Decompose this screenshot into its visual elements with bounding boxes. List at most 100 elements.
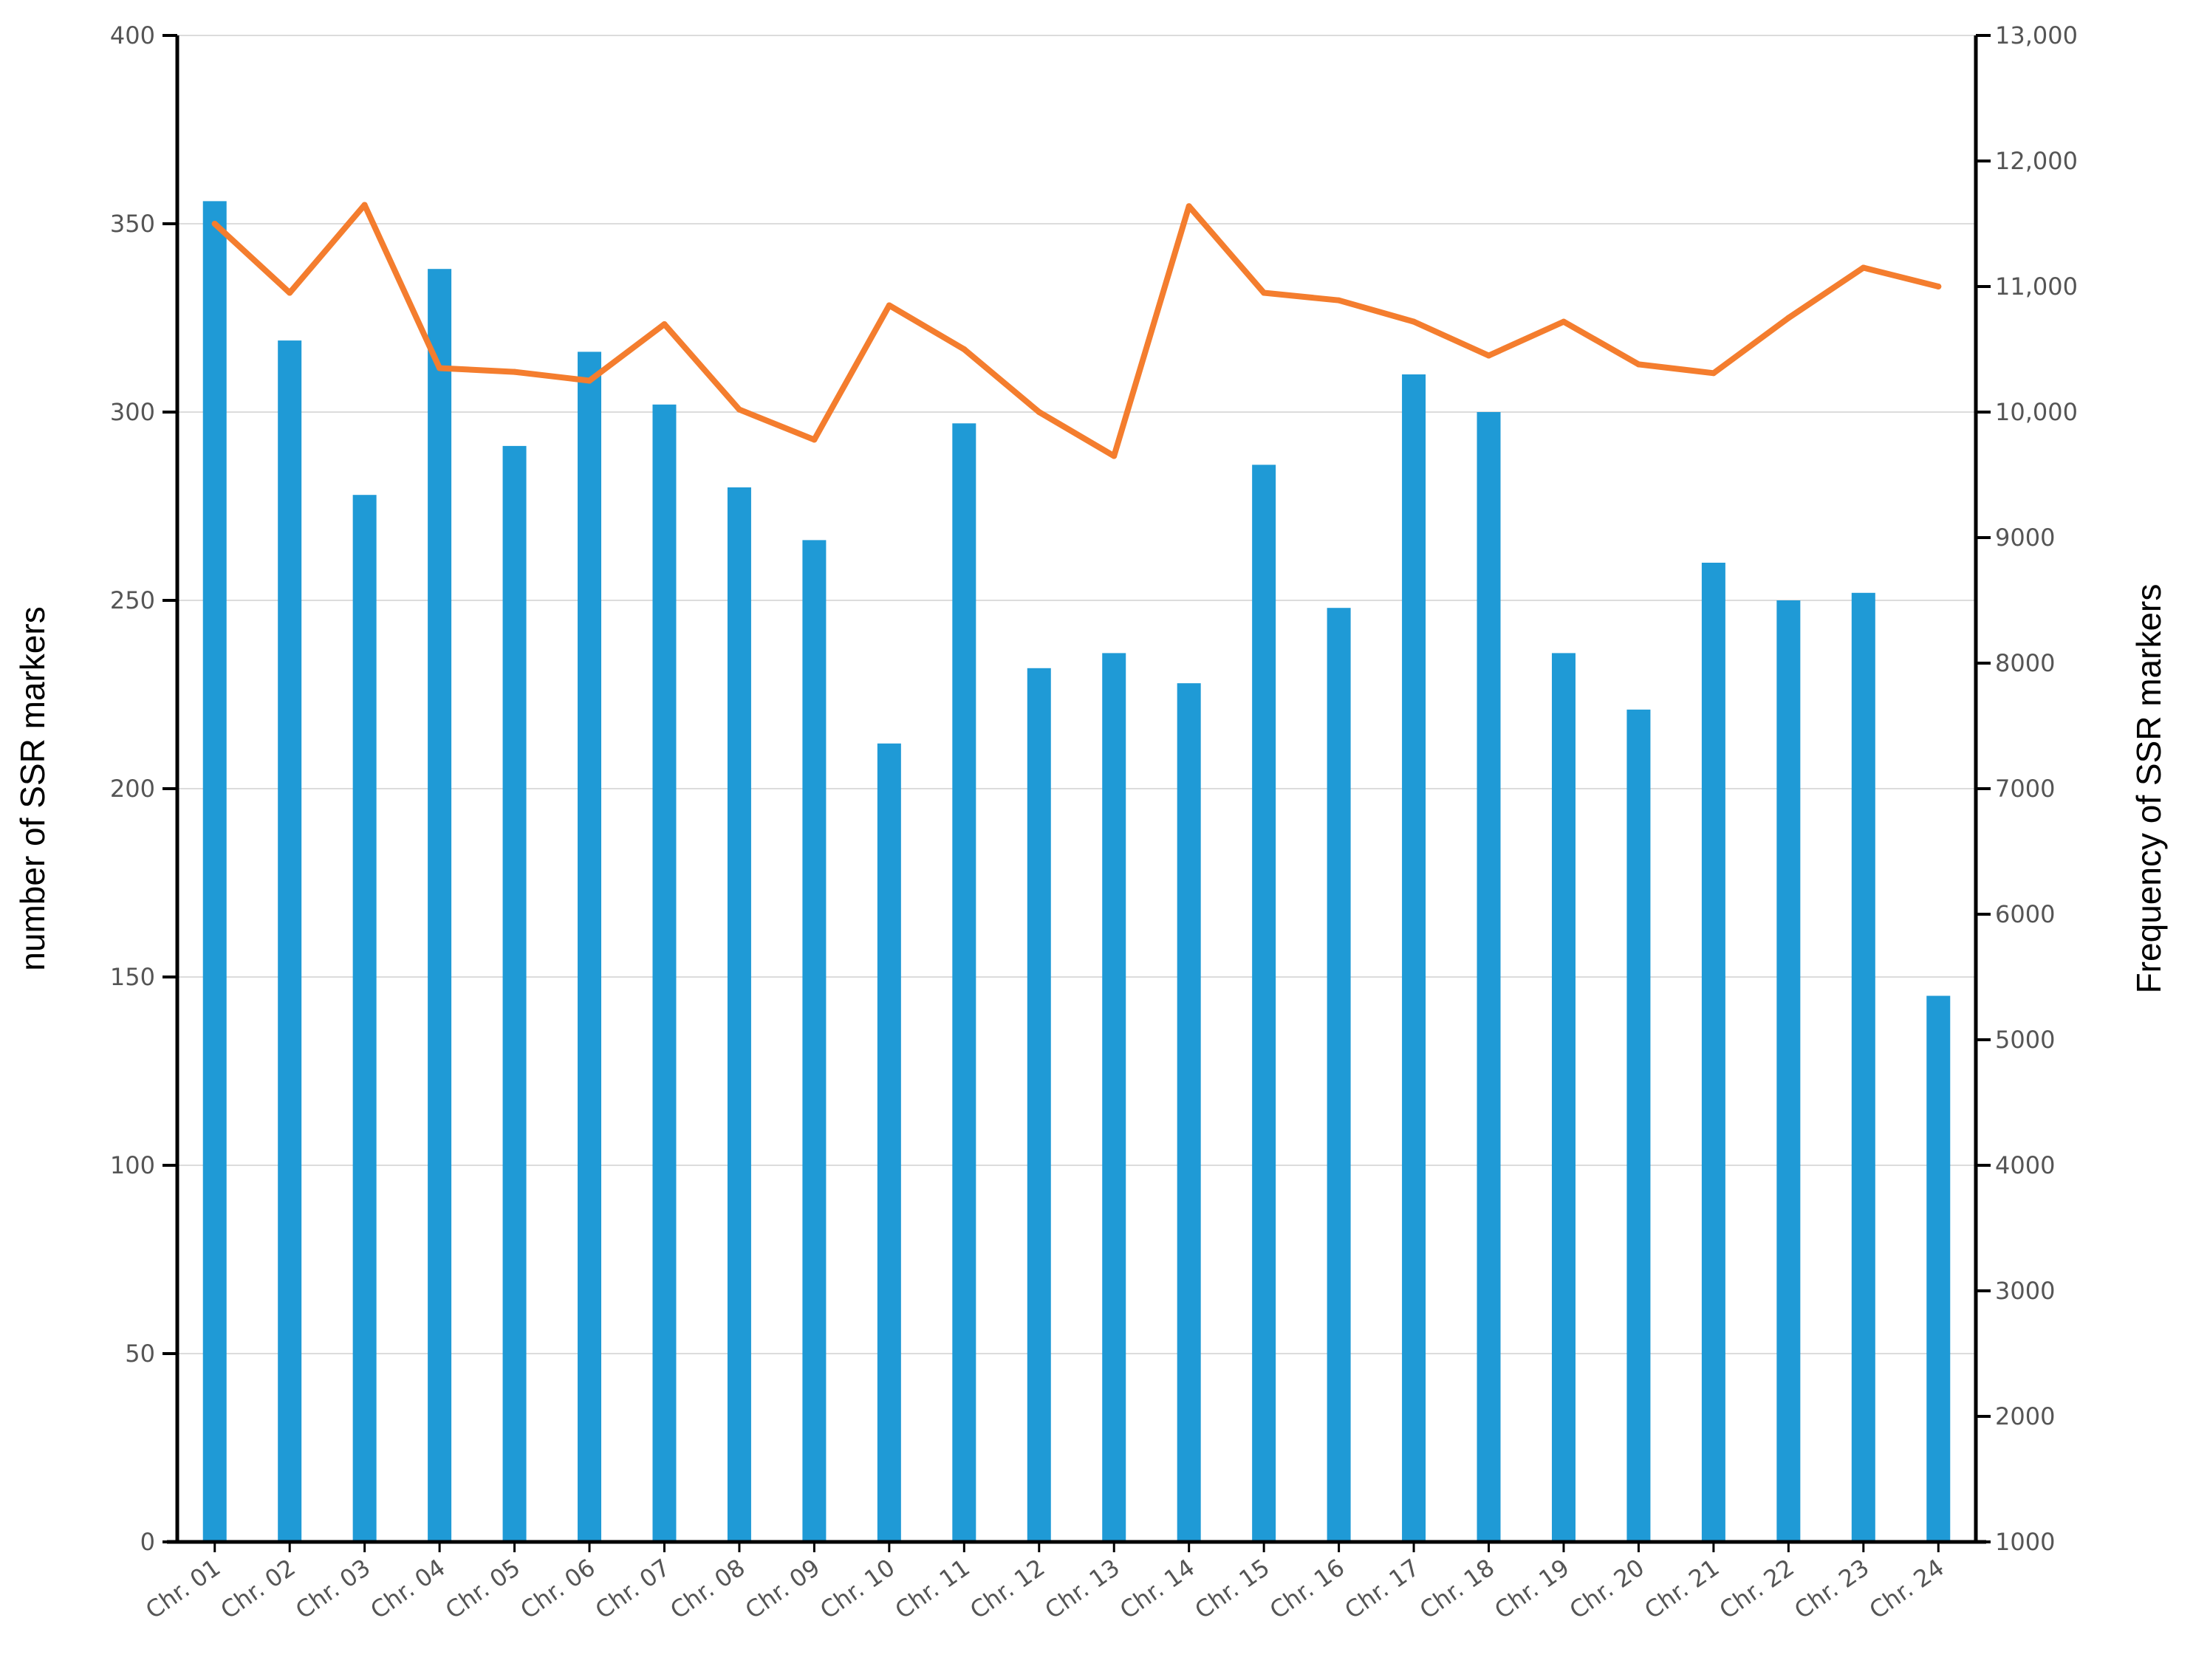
line-point bbox=[736, 406, 742, 413]
bar bbox=[952, 423, 976, 1542]
right-tick-label: 13,000 bbox=[1995, 21, 2078, 49]
x-tick-label: Chr. 21 bbox=[1639, 1553, 1724, 1624]
line-point bbox=[886, 302, 892, 309]
line-point bbox=[1710, 370, 1717, 377]
bar bbox=[428, 269, 452, 1543]
right-tick-label: 12,000 bbox=[1995, 147, 2078, 175]
line-point bbox=[511, 368, 518, 375]
bar bbox=[578, 352, 602, 1542]
x-tick-label: Chr. 12 bbox=[965, 1553, 1050, 1624]
right-tick-label: 8000 bbox=[1995, 649, 2055, 677]
right-tick-label: 6000 bbox=[1995, 900, 2055, 928]
x-tick-label: Chr. 02 bbox=[216, 1553, 301, 1624]
x-tick-label: Chr. 01 bbox=[140, 1553, 225, 1624]
bar bbox=[1701, 563, 1725, 1542]
bar bbox=[652, 404, 677, 1542]
line-point bbox=[1635, 361, 1642, 368]
right-tick-label: 4000 bbox=[1995, 1151, 2055, 1179]
x-tick-label: Chr. 17 bbox=[1340, 1553, 1425, 1624]
right-tick-label: 1000 bbox=[1995, 1528, 2055, 1556]
line-point bbox=[361, 202, 368, 208]
bar bbox=[1252, 464, 1276, 1542]
right-tick-label: 9000 bbox=[1995, 524, 2055, 552]
bar bbox=[278, 340, 302, 1543]
line-point bbox=[1036, 409, 1042, 415]
line-point bbox=[287, 289, 293, 296]
gridlines bbox=[177, 35, 1976, 1354]
bar bbox=[877, 743, 901, 1542]
left-tick-label: 300 bbox=[110, 398, 155, 426]
bar bbox=[1926, 995, 1951, 1542]
x-tick-label: Chr. 08 bbox=[665, 1553, 750, 1624]
left-tick-label: 0 bbox=[140, 1528, 155, 1556]
left-tick-label: 400 bbox=[110, 21, 155, 49]
left-tick-label: 350 bbox=[110, 210, 155, 238]
line-point bbox=[961, 346, 968, 352]
x-tick-label: Chr. 22 bbox=[1714, 1553, 1799, 1624]
line-point bbox=[1186, 203, 1192, 210]
line-point bbox=[1560, 318, 1567, 325]
axes bbox=[162, 34, 1991, 1552]
x-tick-label: Chr. 10 bbox=[815, 1553, 900, 1624]
line-point bbox=[661, 321, 668, 327]
left-tick-label: 250 bbox=[110, 586, 155, 614]
bar bbox=[1177, 683, 1201, 1543]
x-tick-label: Chr. 04 bbox=[366, 1553, 451, 1624]
right-tick-label: 11,000 bbox=[1995, 272, 2078, 301]
line-point bbox=[1935, 284, 1942, 289]
bar bbox=[1327, 608, 1351, 1543]
x-tick-label: Chr. 16 bbox=[1265, 1553, 1349, 1624]
bar bbox=[1551, 653, 1576, 1542]
line-point bbox=[586, 377, 593, 384]
right-tick-label: 3000 bbox=[1995, 1277, 2055, 1305]
line-point bbox=[811, 436, 818, 443]
x-tick-label: Chr. 06 bbox=[516, 1553, 601, 1624]
bar bbox=[1776, 600, 1801, 1542]
x-tick-label: Chr. 13 bbox=[1040, 1553, 1125, 1624]
bar bbox=[502, 445, 527, 1542]
y2-axis-title: Frequency of SSR markers bbox=[2129, 584, 2168, 994]
line-point bbox=[211, 221, 218, 227]
line-point bbox=[1860, 264, 1867, 271]
line-point bbox=[1785, 315, 1792, 321]
x-tick-label: Chr. 14 bbox=[1115, 1553, 1200, 1624]
bar bbox=[352, 495, 377, 1543]
line-point bbox=[1261, 289, 1267, 296]
bar bbox=[1027, 668, 1051, 1542]
x-tick-label: Chr. 11 bbox=[890, 1553, 975, 1624]
y-axis-title: number of SSR markers bbox=[13, 606, 52, 970]
bar bbox=[1626, 709, 1651, 1542]
bar bbox=[1102, 653, 1126, 1542]
bar bbox=[1402, 374, 1426, 1542]
x-tick-label: Chr. 19 bbox=[1489, 1553, 1574, 1624]
line-point bbox=[1335, 297, 1342, 304]
x-tick-label: Chr. 18 bbox=[1414, 1553, 1499, 1624]
bar-series bbox=[202, 201, 1951, 1543]
right-tick-label: 2000 bbox=[1995, 1402, 2055, 1430]
line-series bbox=[211, 202, 1942, 459]
line-point bbox=[1411, 318, 1417, 325]
x-tick-label: Chr. 07 bbox=[590, 1553, 675, 1624]
left-tick-label: 100 bbox=[110, 1151, 155, 1179]
left-tick-label: 50 bbox=[125, 1340, 155, 1368]
x-tick-label: Chr. 05 bbox=[440, 1553, 525, 1624]
x-tick-label: Chr. 23 bbox=[1789, 1553, 1874, 1624]
bar bbox=[1851, 592, 1875, 1542]
x-tick-label: Chr. 24 bbox=[1864, 1553, 1949, 1624]
left-tick-label: 150 bbox=[110, 963, 155, 991]
x-tick-label: Chr. 15 bbox=[1190, 1553, 1275, 1624]
bar bbox=[1477, 412, 1501, 1542]
line-point bbox=[1485, 352, 1492, 359]
line-point bbox=[1111, 453, 1118, 459]
right-tick-label: 7000 bbox=[1995, 775, 2055, 803]
left-tick-label: 200 bbox=[110, 775, 155, 803]
line-point bbox=[437, 365, 443, 371]
bar bbox=[727, 487, 751, 1542]
x-tick-label: Chr. 20 bbox=[1564, 1553, 1649, 1624]
bar bbox=[202, 201, 227, 1542]
bar bbox=[802, 540, 827, 1542]
x-tick-label: Chr. 03 bbox=[290, 1553, 375, 1624]
x-tick-label: Chr. 09 bbox=[740, 1553, 825, 1624]
